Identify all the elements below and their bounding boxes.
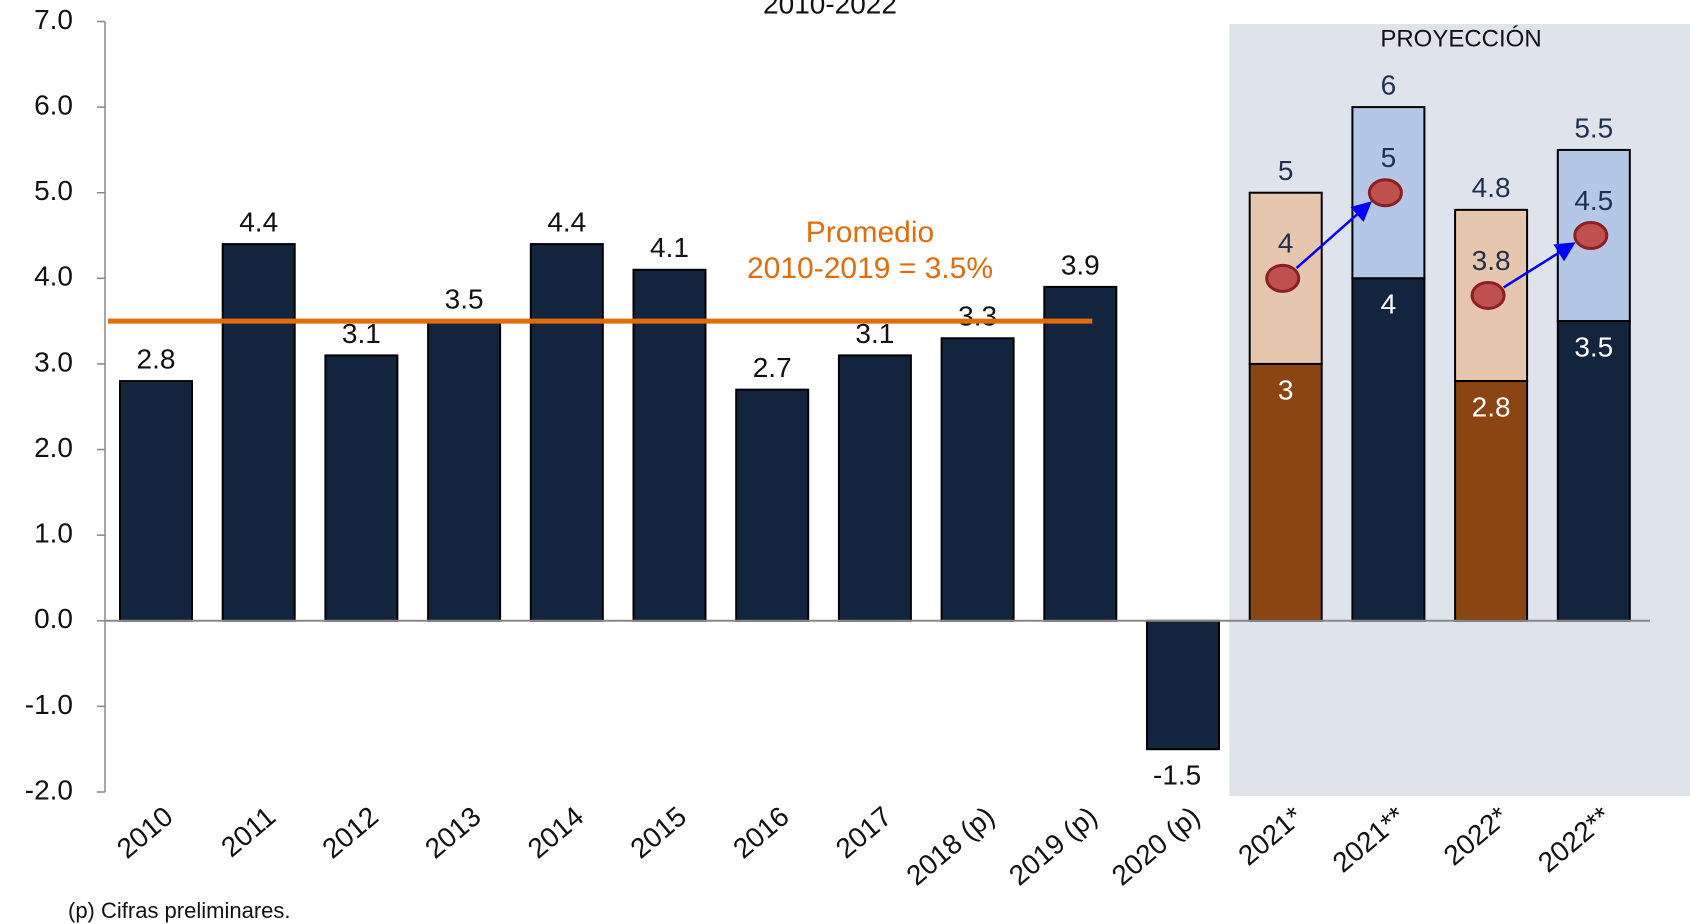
x-tick-label: 2021* <box>1232 800 1308 871</box>
base-label: 2.8 <box>1472 391 1511 422</box>
y-tick-label: 7.0 <box>34 4 73 35</box>
chart-title: 2010-2022 <box>763 0 897 19</box>
base-label: 4 <box>1381 289 1397 320</box>
x-tick-label: 2017 <box>830 801 898 865</box>
base-label: 3.5 <box>1574 332 1613 363</box>
high-label: 6 <box>1381 70 1397 101</box>
y-tick-label: 5.0 <box>34 175 73 206</box>
x-tick-label: 2018 (p) <box>900 801 1000 892</box>
high-label: 4.8 <box>1472 172 1511 203</box>
projection-base <box>1351 277 1426 622</box>
projection-point <box>1573 221 1609 251</box>
x-tick-label: 2013 <box>419 801 487 865</box>
x-tick-label: 2011 <box>215 801 281 863</box>
bar <box>837 354 912 622</box>
average-label: Promedio <box>806 216 934 249</box>
value-label: 3.5 <box>445 284 484 315</box>
bar <box>1146 619 1220 751</box>
point-label: 5 <box>1381 142 1397 173</box>
projection-base <box>1556 320 1631 622</box>
y-tick-label: 2.0 <box>34 432 73 463</box>
x-tick-label: 2012 <box>316 801 384 865</box>
value-label: 4.4 <box>239 206 278 237</box>
bar <box>1043 285 1118 622</box>
y-tick-label: 1.0 <box>34 518 73 549</box>
x-tick-label: 2019 (p) <box>1003 801 1103 892</box>
base-label: 3 <box>1278 374 1294 405</box>
value-label: 4.1 <box>650 232 689 263</box>
x-tick-label: 2022** <box>1532 800 1616 878</box>
high-label: 5 <box>1278 155 1294 186</box>
y-tick-label: -2.0 <box>25 774 73 805</box>
point-label: 4 <box>1278 228 1294 259</box>
y-tick-label: 3.0 <box>34 346 73 377</box>
value-label: -1.5 <box>1153 760 1201 791</box>
point-label: 4.5 <box>1574 185 1613 216</box>
bar <box>221 243 296 622</box>
point-label: 3.8 <box>1472 245 1511 276</box>
bar <box>940 337 1015 622</box>
bar <box>119 380 193 622</box>
value-label: 4.4 <box>547 206 586 237</box>
bar <box>735 388 810 622</box>
arrow <box>1502 242 1576 289</box>
projection-point <box>1470 280 1506 310</box>
x-tick-label: 2021** <box>1327 800 1411 878</box>
bar <box>632 268 707 622</box>
x-tick-label: 2016 <box>727 801 795 865</box>
value-label: 3.9 <box>1061 249 1100 280</box>
x-tick-label: 2022* <box>1438 800 1514 871</box>
x-tick-label: 2014 <box>522 801 590 865</box>
y-tick-label: 6.0 <box>34 90 73 121</box>
y-tick-label: 4.0 <box>34 261 73 292</box>
value-label: 3.3 <box>958 301 997 332</box>
high-label: 5.5 <box>1574 112 1613 143</box>
arrow <box>1295 201 1372 270</box>
bar <box>324 354 399 622</box>
bar <box>529 243 604 622</box>
projection-base <box>1248 362 1323 622</box>
y-tick-label: -1.0 <box>25 689 73 720</box>
footnote: (p) Cifras preliminares. <box>68 898 291 923</box>
projection-label: PROYECCIÓN <box>1380 25 1541 52</box>
value-label: 2.7 <box>753 352 792 383</box>
average-label: 2010-2019 = 3.5% <box>747 252 993 285</box>
projection-point <box>1367 178 1403 208</box>
x-tick-label: 2020 (p) <box>1106 801 1206 892</box>
projection-point <box>1265 263 1301 293</box>
x-tick-label: 2015 <box>624 801 692 865</box>
value-label: 2.8 <box>137 343 176 374</box>
x-tick-label: 2010 <box>111 801 179 865</box>
y-tick-label: 0.0 <box>34 603 73 634</box>
bar <box>427 320 502 622</box>
